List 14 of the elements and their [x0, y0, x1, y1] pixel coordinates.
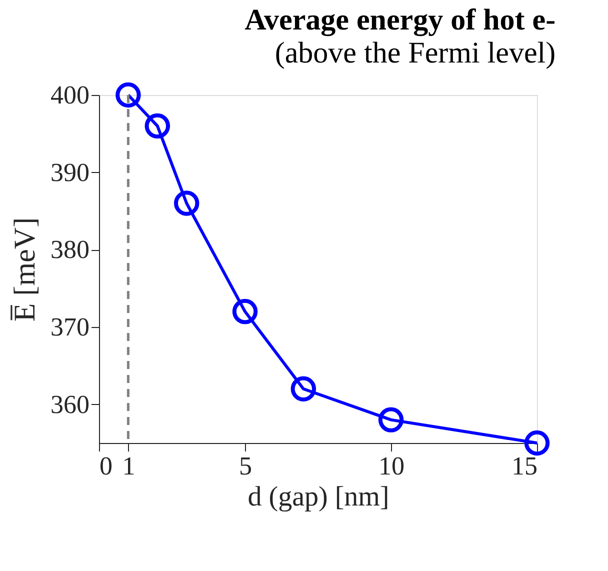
- x-tick-label: 5: [239, 452, 252, 480]
- x-axis-title: d (gap) [nm]: [248, 482, 390, 512]
- y-tick-label: 380: [50, 235, 90, 264]
- x-tick-label: 1: [122, 452, 136, 480]
- y-tick-label: 360: [50, 390, 90, 419]
- x-tick-label: 15: [512, 452, 538, 480]
- y-tick-label: 400: [50, 80, 90, 110]
- x-tick-label: 0: [100, 452, 112, 480]
- y-axis-title: E̅ [meV]: [8, 217, 42, 322]
- x-tick-label: 10: [378, 452, 404, 480]
- y-tick-label: 390: [50, 158, 90, 187]
- chart-title: Average energy of hot e-: [244, 3, 556, 36]
- y-tick-label: 370: [50, 312, 90, 342]
- chart-subtitle: (above the Fermi level): [274, 36, 556, 70]
